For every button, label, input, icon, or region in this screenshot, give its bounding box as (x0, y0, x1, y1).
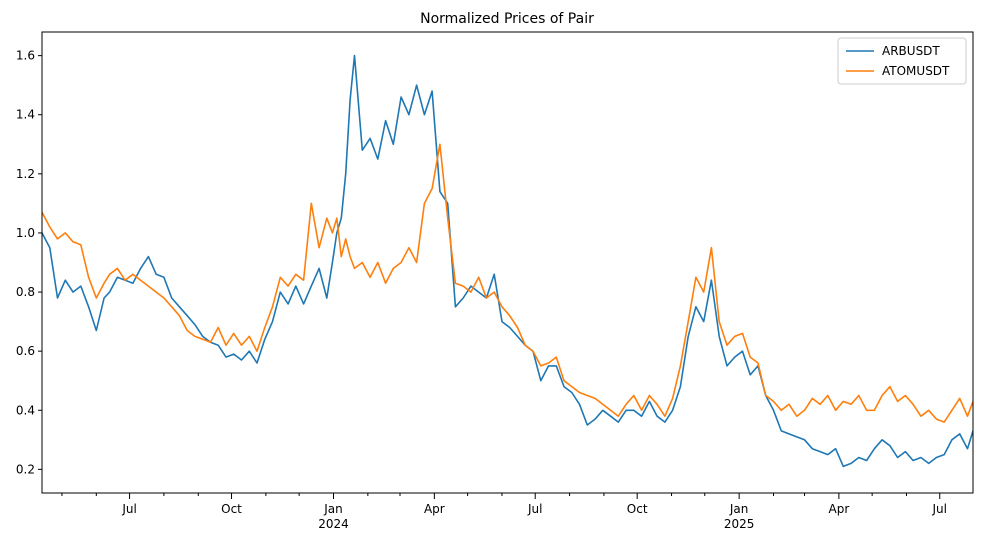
y-tick-label: 0.8 (16, 285, 35, 299)
series-line-atomusdt (42, 143, 973, 423)
chart-title: Normalized Prices of Pair (420, 11, 594, 27)
x-tick-label: Apr (424, 502, 445, 516)
y-tick-label: 0.4 (16, 403, 35, 417)
legend-label: ATOMUSDT (882, 64, 950, 78)
axes-frame (41, 31, 974, 494)
legend-label: ARBUSDT (882, 44, 940, 58)
x-tick-year-label: 2025 (724, 517, 755, 531)
y-tick-label: 1.0 (16, 226, 35, 240)
x-tick-label: Jan (729, 502, 749, 516)
x-tick-label: Oct (627, 502, 648, 516)
x-tick-label: Oct (221, 502, 242, 516)
x-tick-label: Jul (932, 502, 947, 516)
x-tick-label: Jan (323, 502, 343, 516)
legend: ARBUSDT ATOMUSDT (837, 37, 967, 85)
y-tick-label: 1.6 (16, 49, 35, 63)
x-tick-label: Jul (121, 502, 136, 516)
y-tick-label: 1.2 (16, 167, 35, 181)
legend-box (837, 37, 967, 85)
y-tick-label: 0.6 (16, 344, 35, 358)
plot-area (42, 54, 973, 468)
x-tick-label: Apr (829, 502, 850, 516)
x-tick-label: Jul (527, 502, 542, 516)
x-tick-year-label: 2024 (318, 517, 349, 531)
y-tick-label: 0.2 (16, 462, 35, 476)
y-tick-label: 1.4 (16, 108, 35, 122)
